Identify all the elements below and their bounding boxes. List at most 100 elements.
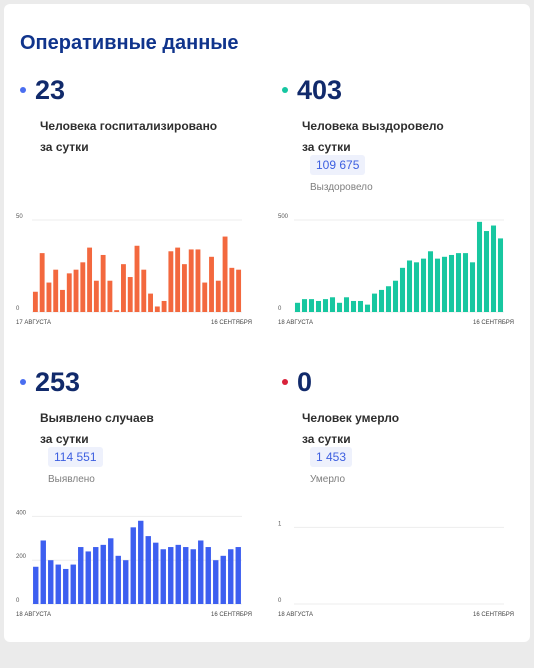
bar [350, 300, 357, 312]
x-end-label: 16 СЕНТЯБРЯ [211, 612, 252, 618]
y-tick-label: 0 [278, 598, 282, 604]
bar [93, 547, 99, 604]
bar [222, 236, 228, 312]
bar [63, 568, 69, 604]
y-tick-label: 0 [278, 306, 282, 312]
bar [130, 527, 136, 604]
bar [336, 302, 343, 312]
bar [406, 260, 413, 312]
bar [85, 551, 91, 604]
x-end-label: 16 СЕНТЯБРЯ [211, 320, 252, 326]
bar [213, 560, 219, 604]
bar [205, 547, 211, 604]
description-line: за сутки [40, 140, 89, 154]
status-dot-icon [282, 379, 288, 385]
bar [39, 253, 45, 312]
bar [175, 544, 181, 604]
deaths-chart: 0 1 18 АВГУСТА 16 СЕНТЯБРЯ [278, 521, 514, 618]
bar [66, 273, 72, 312]
recovered-value-row: 403 [282, 76, 342, 104]
bar [190, 549, 196, 604]
bar [378, 289, 385, 312]
bar [294, 302, 301, 312]
bar [60, 289, 65, 312]
bar [220, 555, 226, 604]
bar [107, 280, 113, 312]
y-tick-label: 0 [16, 306, 20, 312]
bar [78, 547, 84, 604]
bar [343, 297, 350, 312]
y-tick-label: 50 [16, 214, 23, 220]
recovered-chart: 0 500 18 АВГУСТА 16 СЕНТЯБРЯ [278, 214, 514, 326]
bar [148, 293, 153, 312]
hospitalized-panel: 23 Человека госпитализировано за сутки 0… [16, 76, 265, 376]
detected-count: 253 [35, 367, 81, 397]
bar [80, 262, 86, 312]
bar [40, 540, 46, 604]
bar [392, 280, 399, 312]
deaths-count: 0 [297, 367, 313, 397]
bar [55, 564, 61, 604]
bar [32, 291, 38, 312]
deaths-total-label: Умерло [310, 474, 346, 485]
x-start-label: 18 АВГУСТА [16, 612, 51, 618]
recovered-total-badge: 109 675 [310, 155, 366, 175]
detected-chart: 0 200 400 18 АВГУСТА 16 СЕНТЯБРЯ [16, 510, 252, 618]
bar [73, 269, 79, 312]
bar [161, 300, 167, 312]
bar [371, 293, 378, 312]
x-start-label: 18 АВГУСТА [278, 320, 313, 326]
bar [100, 544, 106, 604]
y-tick-label: 1 [278, 521, 282, 527]
bar [329, 297, 336, 312]
bar [70, 564, 76, 604]
bar [53, 269, 59, 312]
deaths-description: Человек умерло за сутки [302, 408, 399, 450]
bar [33, 566, 39, 604]
hospitalized-value-row: 23 [20, 76, 65, 104]
detected-value-row: 253 [20, 368, 80, 396]
bar [175, 247, 181, 312]
bar [301, 299, 308, 312]
bar [123, 560, 129, 604]
bar [434, 258, 441, 312]
bar [229, 267, 235, 312]
bar [315, 300, 322, 312]
x-end-label: 16 СЕНТЯБРЯ [473, 320, 514, 326]
bar [100, 254, 106, 312]
bar [322, 299, 329, 312]
bar [228, 549, 234, 604]
description-line: Человека госпитализировано [40, 119, 218, 133]
hospitalized-chart: 0 50 17 АВГУСТА 16 СЕНТЯБРЯ [16, 214, 252, 326]
bar [93, 280, 99, 312]
deaths-total-badge: 1 453 [310, 447, 353, 467]
page-title: Оперативные данные [20, 32, 239, 54]
hospitalized-description: Человека госпитализировано за сутки [40, 116, 217, 158]
bar [160, 549, 166, 604]
bar [420, 258, 427, 312]
y-tick-label: 200 [16, 554, 27, 560]
bar [48, 560, 54, 604]
operational-data-card: Оперативные данные 23 Человека госпитали… [4, 4, 530, 642]
bar [183, 547, 189, 604]
bar [145, 536, 151, 604]
bar [188, 249, 194, 312]
bar [46, 282, 52, 312]
bar [141, 269, 147, 312]
recovered-total-label: Выздоровело [310, 182, 373, 193]
bar [357, 300, 364, 312]
recovered-description: Человека выздоровело за сутки [302, 116, 444, 158]
bar [153, 542, 159, 604]
hospitalized-count: 23 [35, 75, 66, 105]
description-line: за сутки [302, 140, 351, 154]
description-line: Выявлено случаев [40, 411, 154, 425]
description-line: Человека выздоровело [302, 119, 444, 133]
bar [154, 306, 160, 312]
bar [455, 253, 462, 312]
y-tick-label: 0 [16, 598, 20, 604]
description-line: за сутки [302, 432, 351, 446]
status-dot-icon [20, 379, 26, 385]
y-tick-label: 500 [278, 214, 289, 220]
x-end-label: 16 СЕНТЯБРЯ [473, 612, 514, 618]
bar [202, 282, 208, 312]
